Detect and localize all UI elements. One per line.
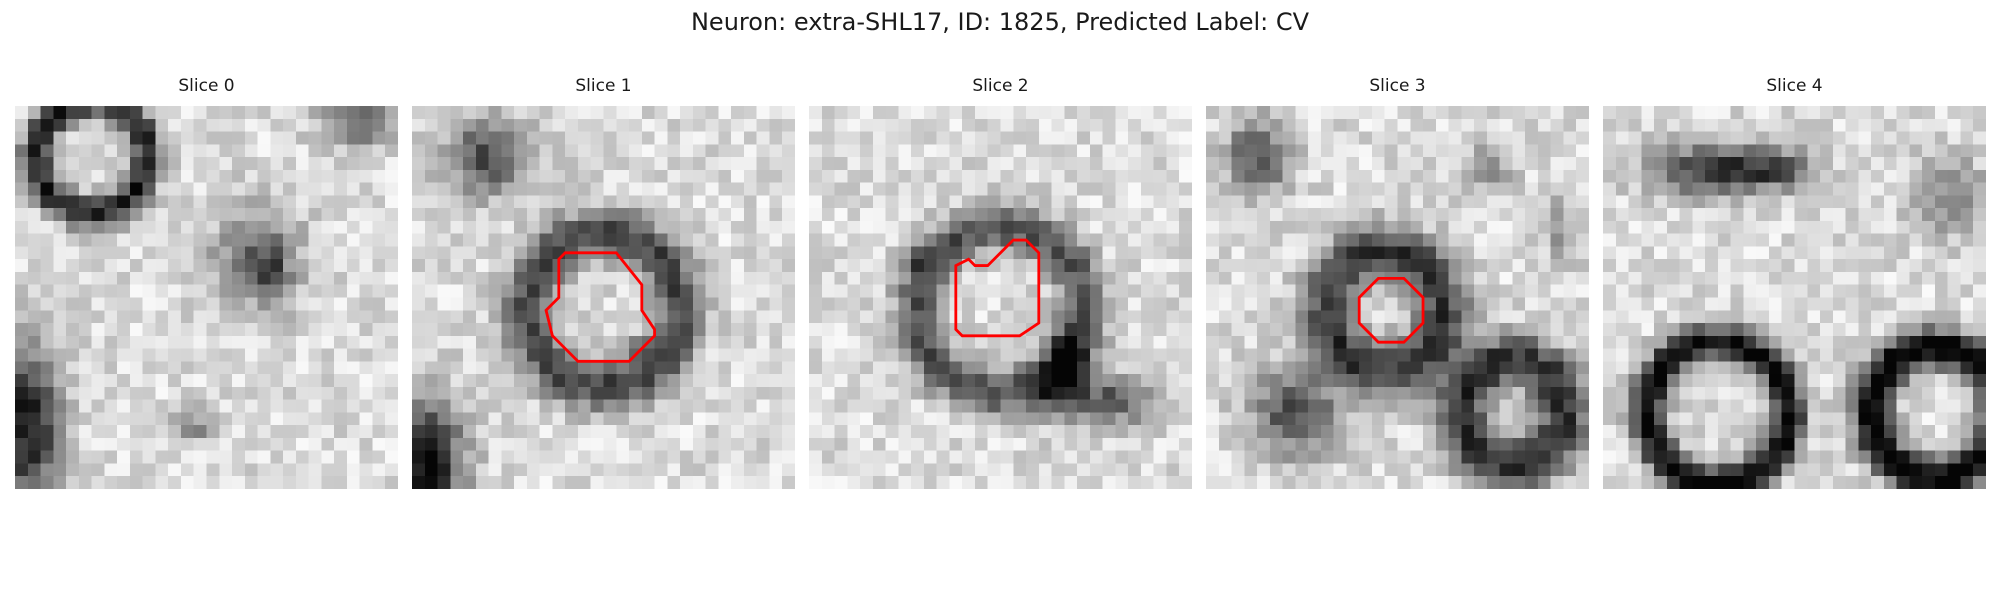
segmentation-contour xyxy=(544,251,656,363)
segmentation-contour xyxy=(1357,276,1425,344)
slice-image xyxy=(809,106,1192,489)
slice-image xyxy=(1603,106,1986,489)
figure-title: Neuron: extra-SHL17, ID: 1825, Predicted… xyxy=(690,8,1310,36)
slice-panel-1: Slice 1 xyxy=(412,76,795,489)
segmentation-contour xyxy=(954,238,1041,338)
slice-title: Slice 1 xyxy=(575,76,632,96)
slice-panel-0: Slice 0 xyxy=(15,76,398,489)
slice-title: Slice 3 xyxy=(1369,76,1426,96)
slice-panel-2: Slice 2 xyxy=(809,76,1192,489)
slice-image xyxy=(412,106,795,489)
slice-title: Slice 0 xyxy=(178,76,235,96)
slice-title: Slice 2 xyxy=(972,76,1029,96)
slice-image xyxy=(1206,106,1589,489)
slice-panel-4: Slice 4 xyxy=(1603,76,1986,489)
slice-image xyxy=(15,106,398,489)
slice-panel-3: Slice 3 xyxy=(1206,76,1589,489)
slice-title: Slice 4 xyxy=(1766,76,1823,96)
